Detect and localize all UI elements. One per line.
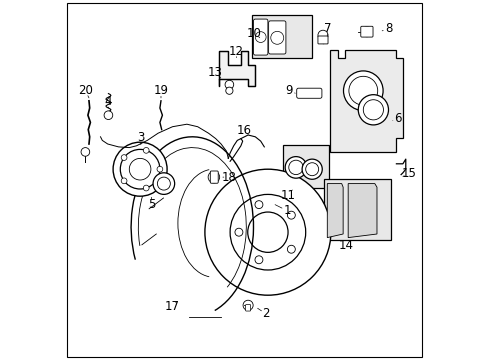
Text: 7: 7	[323, 22, 330, 35]
Text: 2: 2	[262, 307, 269, 320]
Circle shape	[287, 245, 295, 253]
Circle shape	[113, 142, 167, 196]
Circle shape	[298, 90, 305, 97]
Text: 3: 3	[137, 131, 144, 144]
FancyBboxPatch shape	[317, 36, 327, 44]
Text: 18: 18	[222, 171, 236, 184]
Circle shape	[361, 27, 371, 37]
Circle shape	[255, 32, 265, 42]
Text: 5: 5	[148, 198, 155, 211]
FancyBboxPatch shape	[210, 171, 218, 183]
FancyBboxPatch shape	[253, 19, 267, 55]
Text: 11: 11	[280, 189, 295, 202]
Circle shape	[247, 212, 287, 252]
Text: 9: 9	[285, 84, 293, 97]
Text: 10: 10	[246, 27, 262, 40]
Circle shape	[208, 171, 219, 183]
Circle shape	[285, 157, 306, 178]
Circle shape	[143, 185, 149, 191]
Circle shape	[81, 148, 89, 156]
Circle shape	[302, 159, 322, 179]
Polygon shape	[329, 50, 402, 152]
Polygon shape	[219, 51, 255, 86]
Circle shape	[305, 163, 318, 176]
Bar	[283, 145, 329, 188]
Bar	[323, 179, 390, 240]
Circle shape	[230, 194, 305, 270]
Circle shape	[287, 211, 295, 219]
Circle shape	[234, 228, 243, 236]
Circle shape	[270, 31, 283, 44]
Bar	[251, 15, 311, 58]
Text: 19: 19	[153, 84, 168, 97]
Circle shape	[254, 201, 263, 208]
Text: 8: 8	[384, 22, 391, 35]
Circle shape	[254, 256, 263, 264]
FancyBboxPatch shape	[245, 305, 250, 311]
Text: 14: 14	[338, 239, 353, 252]
Text: 17: 17	[164, 300, 179, 313]
Circle shape	[317, 30, 327, 40]
Circle shape	[157, 166, 163, 172]
Circle shape	[120, 149, 160, 189]
Text: 20: 20	[78, 84, 93, 97]
Circle shape	[104, 111, 113, 120]
Circle shape	[153, 173, 174, 194]
Circle shape	[243, 300, 253, 310]
Circle shape	[121, 155, 127, 161]
Circle shape	[129, 158, 151, 180]
Text: 4: 4	[104, 95, 112, 108]
Text: 6: 6	[393, 112, 401, 125]
Text: 13: 13	[207, 66, 222, 79]
Circle shape	[224, 80, 233, 89]
Text: 16: 16	[237, 124, 251, 137]
Circle shape	[288, 160, 303, 175]
FancyBboxPatch shape	[296, 88, 321, 98]
Polygon shape	[326, 184, 343, 238]
FancyBboxPatch shape	[268, 21, 285, 54]
Circle shape	[204, 169, 330, 295]
Text: 12: 12	[228, 45, 244, 58]
FancyBboxPatch shape	[360, 26, 372, 37]
Circle shape	[348, 76, 377, 105]
Text: 15: 15	[401, 167, 416, 180]
Circle shape	[358, 95, 387, 125]
Circle shape	[157, 177, 170, 190]
Circle shape	[121, 178, 127, 184]
Circle shape	[225, 87, 232, 94]
Text: 1: 1	[283, 204, 290, 217]
Circle shape	[143, 148, 149, 153]
Polygon shape	[347, 184, 376, 238]
Circle shape	[363, 100, 383, 120]
Circle shape	[343, 71, 382, 111]
